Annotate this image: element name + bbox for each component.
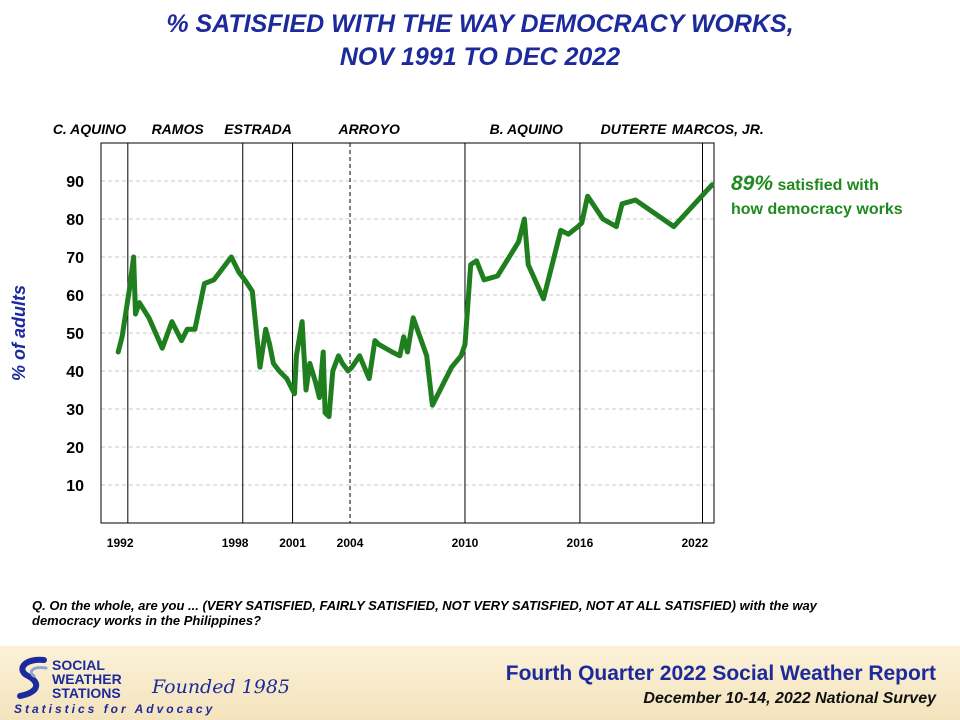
x-tick-label: 2004 [337,536,364,550]
annotation-text-2: how democracy works [731,201,903,218]
logo-founded: Founded 1985 [152,676,291,698]
plot-area-frame [100,142,715,524]
x-tick-label: 1998 [222,536,249,550]
administration-label: RAMOS [152,121,205,137]
chart-title-line2: NOV 1991 TO DEC 2022 [339,43,621,71]
sws-swirl-icon [17,656,48,699]
logo-tagline: Statistics for Advocacy [14,702,216,716]
y-axis-label: % of adults [9,285,29,381]
administration-label: DUTERTE [601,121,668,137]
annotation-text-1: satisfied with [777,177,879,194]
y-tick-label: 20 [66,440,84,457]
logo-text-social: SOCIAL [52,657,105,673]
y-tick-label: 70 [66,250,84,267]
y-tick-label: 30 [66,402,84,419]
chart-title-line1: % SATISFIED WITH THE WAY DEMOCRACY WORKS… [166,10,794,38]
latest-value-annotation: 89% satisfied with how democracy works [731,172,903,222]
logo-text-stations: STATIONS [52,685,121,701]
administration-label: B. AQUINO [490,121,563,137]
annotation-value: 89% [731,172,774,195]
y-tick-label: 50 [66,326,84,343]
y-tick-label: 80 [66,212,84,229]
administration-label: ARROYO [337,121,400,137]
administration-label: ESTRADA [224,121,292,137]
x-tick-label: 2022 [681,536,708,550]
report-subtitle: December 10-14, 2022 National Survey [643,690,936,707]
administration-label: C. AQUINO [53,121,126,137]
survey-question: Q. On the whole, are you ... (VERY SATIS… [32,598,817,628]
x-tick-label: 2016 [567,536,594,550]
sws-logo: SOCIAL WEATHER STATIONS Founded 1985 Sta… [14,650,290,716]
x-tick-label: 2010 [452,536,479,550]
satisfaction-series-line [115,182,715,420]
footer-banner: SOCIAL WEATHER STATIONS Founded 1985 Sta… [0,646,960,720]
x-tick-label: 2001 [279,536,306,550]
administration-label: MARCOS, JR. [672,121,764,137]
logo-text-weather: WEATHER [52,671,122,687]
y-tick-label: 60 [66,288,84,305]
x-tick-label: 1992 [107,536,134,550]
chart-title: % SATISFIED WITH THE WAY DEMOCRACY WORKS… [0,8,960,74]
satisfaction-line-chart: 10 20 30 40 50 60 70 80 90 C. AQUINO RAMOS ESTRADA A… [9,121,764,550]
report-title: Fourth Quarter 2022 Social Weather Repor… [505,662,936,685]
y-tick-label: 40 [66,364,84,381]
y-tick-label: 10 [66,478,84,495]
y-tick-label: 90 [66,174,84,191]
